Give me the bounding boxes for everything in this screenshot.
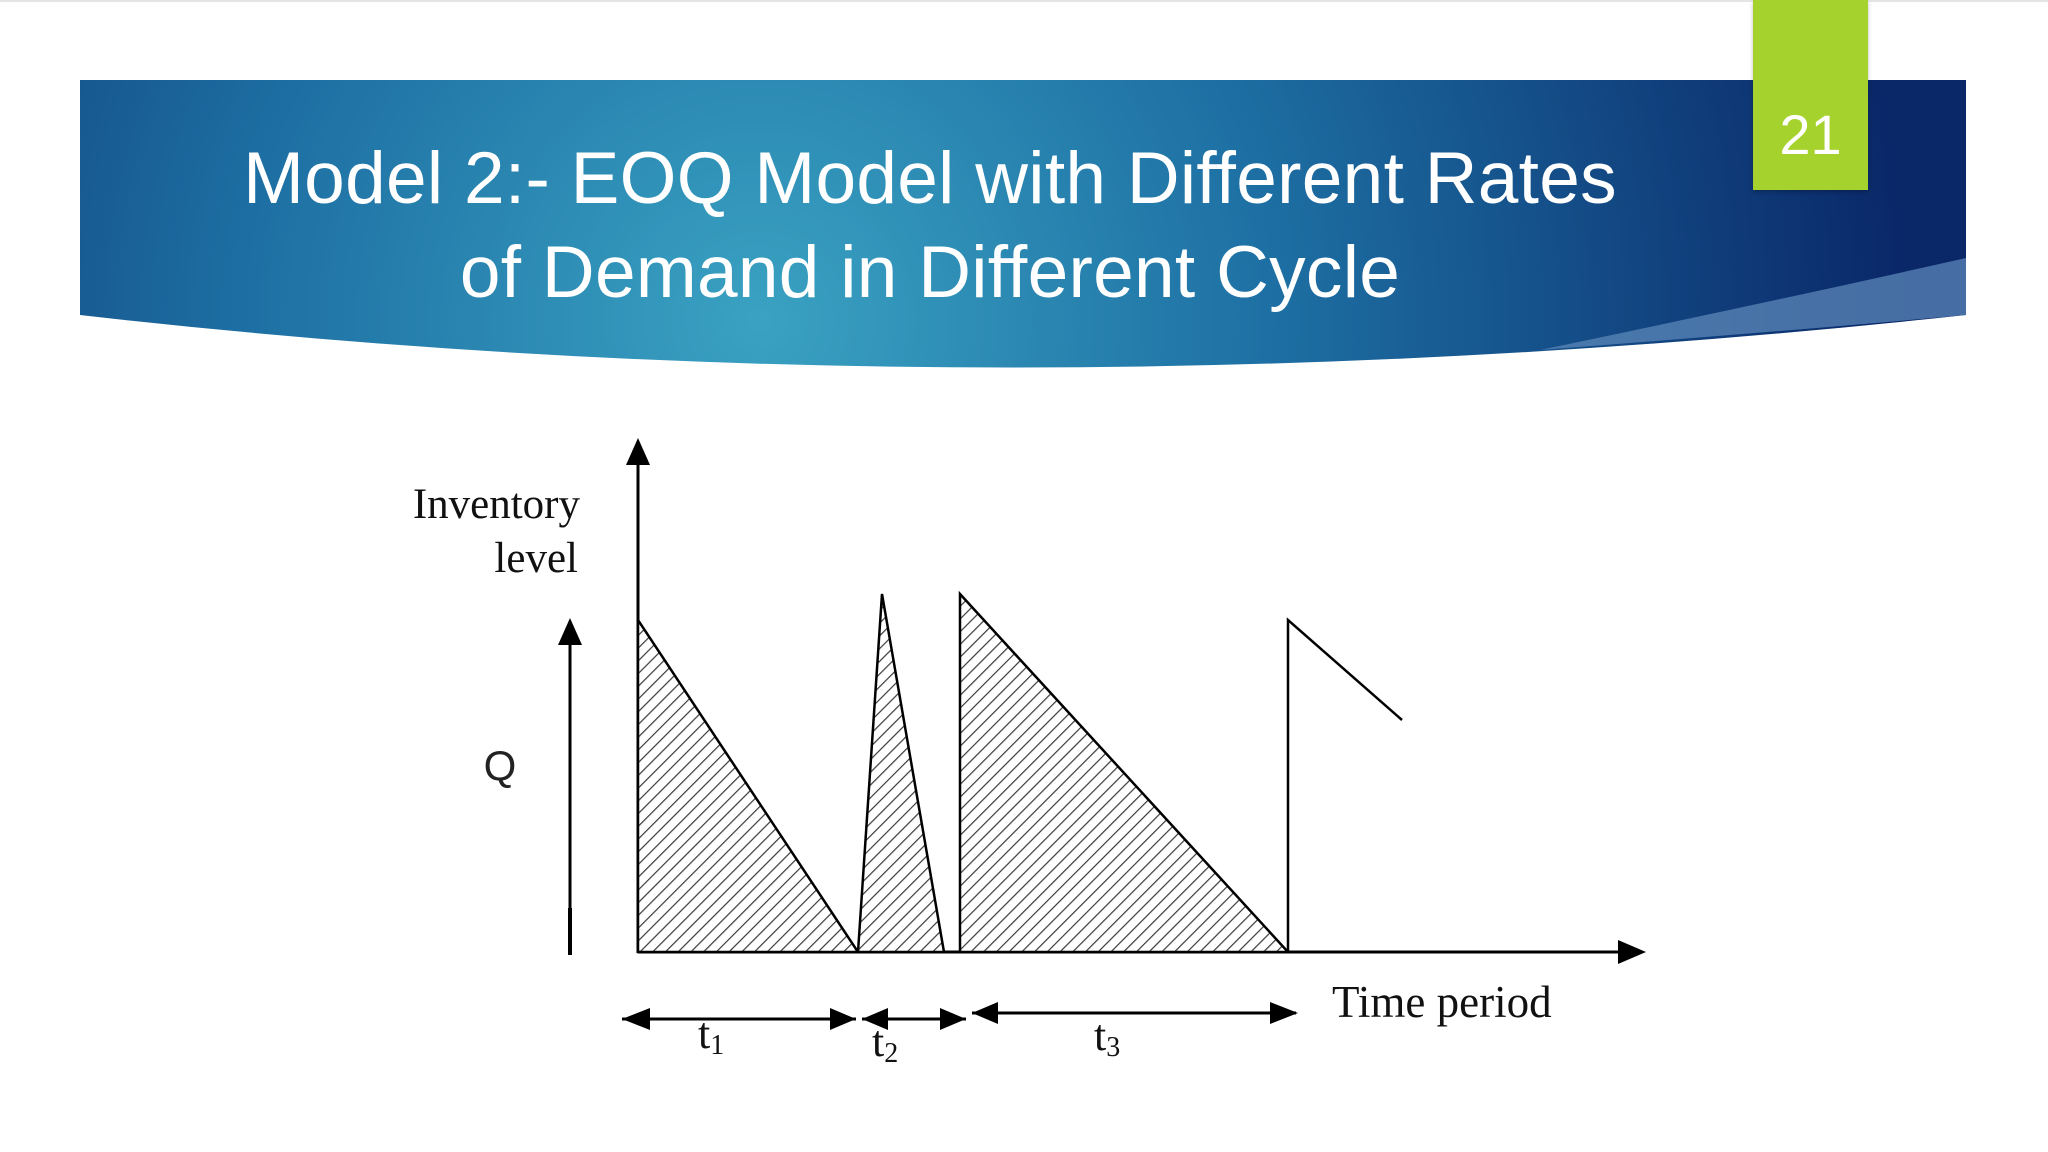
q-label: Q (484, 742, 517, 789)
cycle-3-interval (972, 1002, 1298, 1024)
cycle-2-label: t2 (872, 1017, 898, 1069)
slide-number-badge: 21 (1753, 0, 1868, 190)
cycle-1-interval (622, 1008, 856, 1030)
x-axis-arrowhead (1618, 940, 1646, 964)
banner-shape (80, 80, 1966, 368)
slide-title-line-1: Model 2:- EOQ Model with Different Rates (243, 138, 1617, 219)
q-arrow-head (558, 618, 582, 645)
cycle-1-inventory-triangle (636, 615, 861, 954)
cycle-3-inventory-triangle (958, 590, 1291, 954)
cycle-2-interval (862, 1008, 966, 1030)
title-banner (80, 80, 1966, 368)
cycle-3-label: t3 (1094, 1011, 1120, 1063)
slide-number: 21 (1779, 103, 1842, 166)
cycle-4-inventory-line (1286, 617, 1403, 952)
x-axis-label: Time period (1332, 977, 1552, 1027)
y-axis-arrowhead (626, 438, 650, 465)
y-axis-label-line-1: Inventory (413, 481, 581, 528)
y-axis-label-line-2: level (494, 535, 578, 582)
top-rule (0, 0, 2048, 2)
slide-title-line-2: of Demand in Different Cycle (459, 232, 1401, 313)
cycle-1-label: t1 (698, 1009, 724, 1061)
cycle-2-inventory-triangle (856, 593, 946, 954)
banner-swoosh (1540, 258, 1966, 350)
slide-title: Model 2:- EOQ Model with Different Rates… (160, 132, 1700, 320)
